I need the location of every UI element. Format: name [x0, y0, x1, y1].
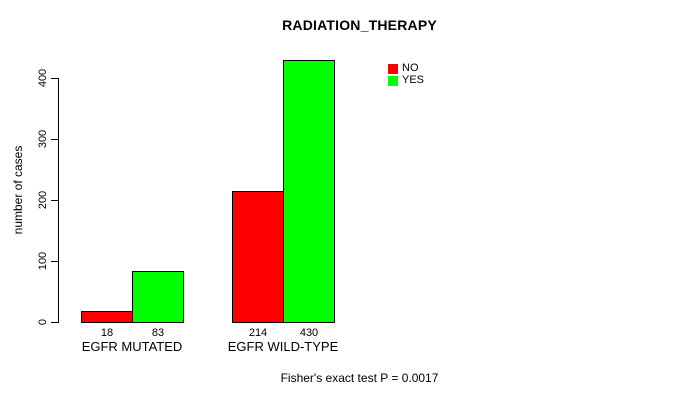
y-axis-tick	[51, 322, 58, 323]
chart-title: RADIATION_THERAPY	[282, 17, 437, 33]
bar-value-label-egfr-wild-type-no: 214	[248, 327, 268, 339]
y-axis-tick	[51, 78, 58, 79]
y-axis-tick-label: 400	[37, 68, 49, 88]
bar-egfr-mutated-yes	[132, 271, 184, 323]
fisher-test-caption: Fisher's exact test P = 0.0017	[280, 371, 439, 385]
y-axis-tick	[51, 261, 58, 262]
legend: NO YES	[388, 63, 424, 87]
y-axis-spine	[58, 78, 59, 323]
category-label-egfr-mutated: EGFR MUTATED	[81, 339, 183, 354]
bar-value-label-egfr-mutated-no: 18	[100, 327, 114, 339]
y-axis-tick-label: 100	[37, 251, 49, 271]
bar-egfr-wild-type-yes	[283, 60, 335, 323]
bar-value-label-egfr-wild-type-yes: 430	[299, 327, 319, 339]
legend-swatch-no	[388, 63, 398, 74]
y-axis-tick-label: 0	[37, 318, 49, 326]
legend-item-label: YES	[402, 74, 425, 86]
y-axis-tick-label: 300	[37, 129, 49, 149]
bar-egfr-mutated-no	[81, 311, 133, 323]
y-axis-label: number of cases	[11, 145, 25, 235]
legend-swatch-yes	[388, 75, 398, 86]
bar-egfr-wild-type-no	[232, 191, 284, 323]
y-axis-tick	[51, 139, 58, 140]
category-label-egfr-wild-type: EGFR WILD-TYPE	[227, 339, 339, 354]
legend-item-no: NO	[388, 63, 424, 74]
legend-item-label: NO	[402, 62, 419, 74]
bar-value-label-egfr-mutated-yes: 83	[151, 327, 165, 339]
y-axis-tick	[51, 200, 58, 201]
legend-item-yes: YES	[388, 75, 424, 86]
y-axis-tick-label: 200	[37, 190, 49, 210]
